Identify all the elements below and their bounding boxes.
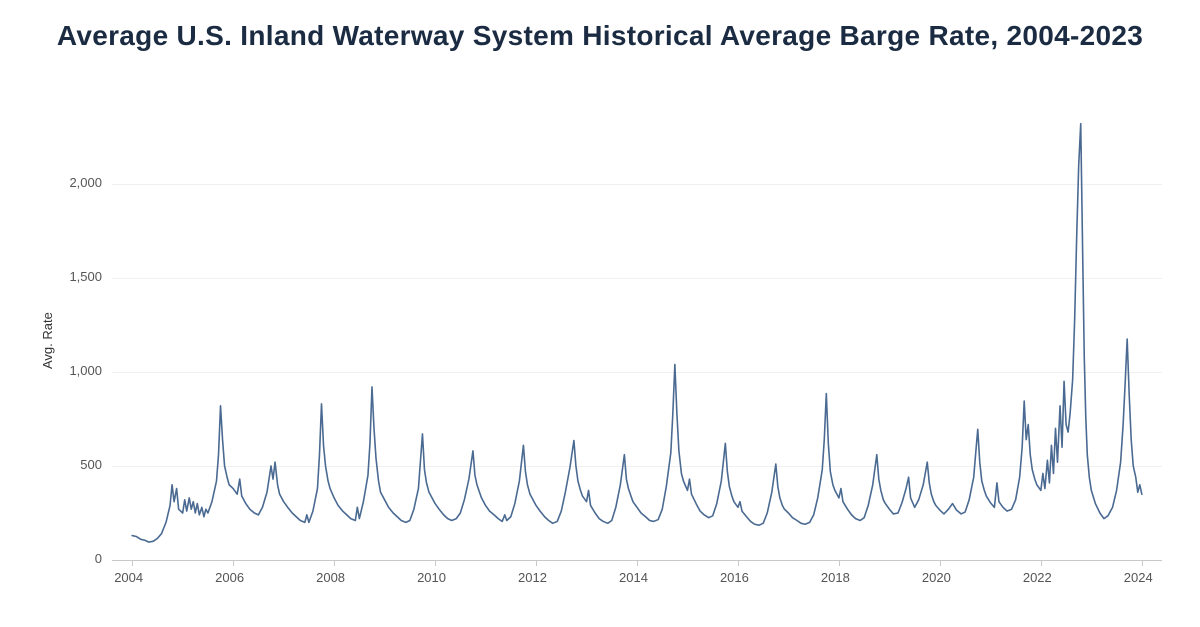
line-series (0, 0, 1200, 627)
rate-line (132, 124, 1142, 542)
chart-container: Average U.S. Inland Waterway System Hist… (0, 0, 1200, 627)
